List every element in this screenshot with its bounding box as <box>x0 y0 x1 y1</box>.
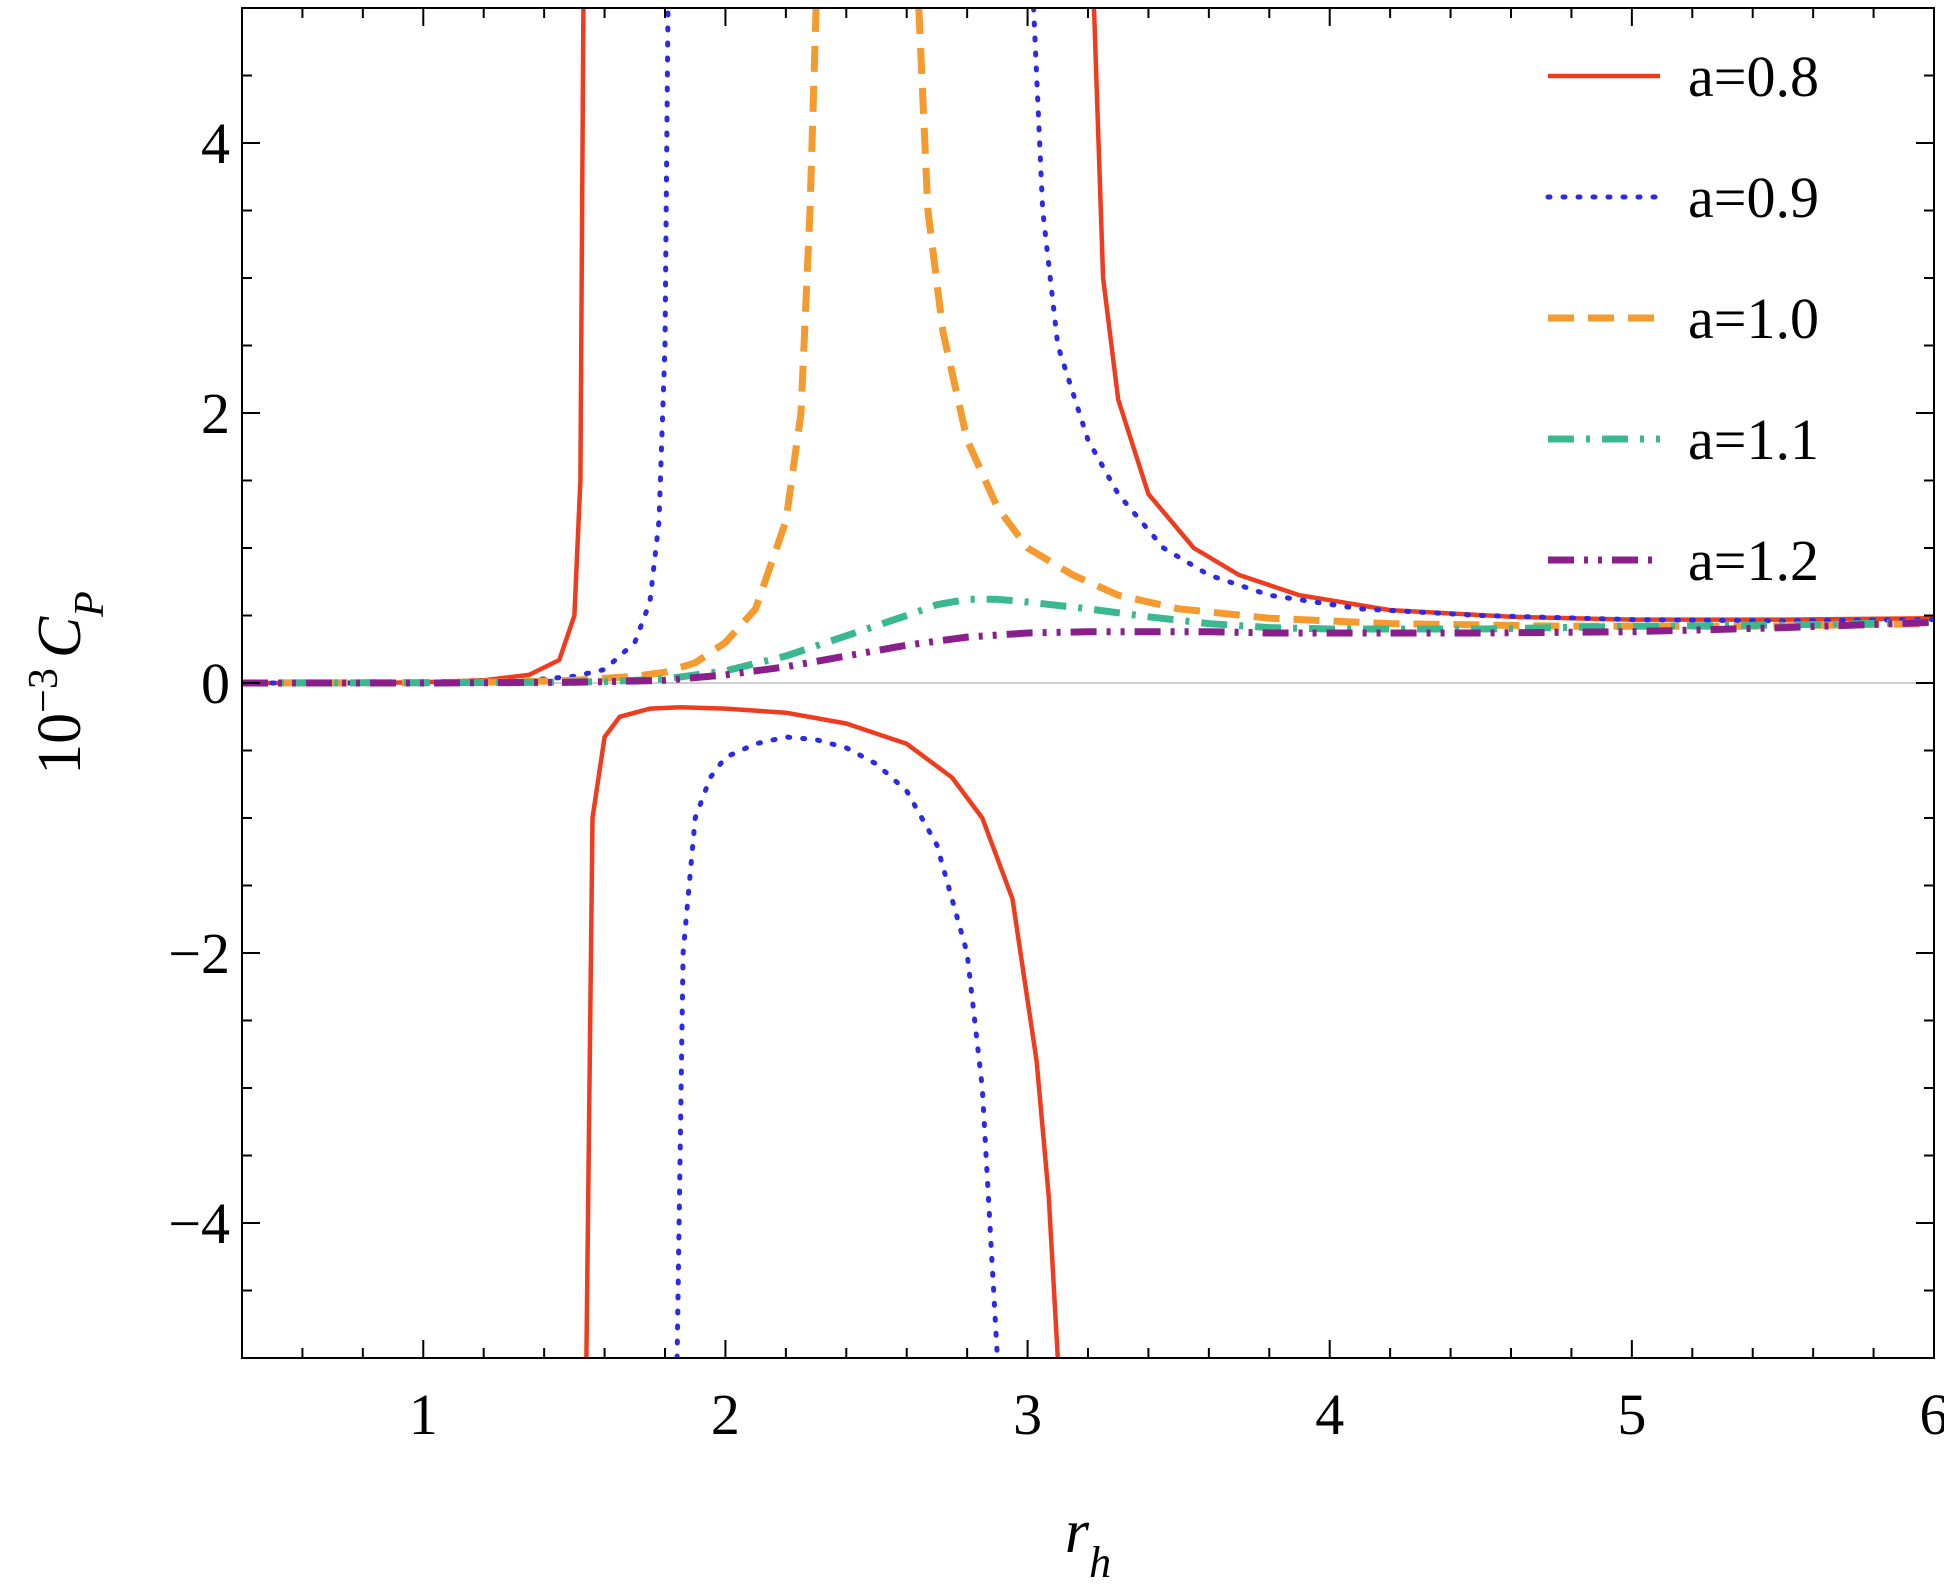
y-tick-label: −4 <box>168 1191 230 1256</box>
legend-label: a=0.9 <box>1688 165 1819 230</box>
x-axis-title-subscript: h <box>1089 1538 1111 1580</box>
x-tick-label: 4 <box>1315 1382 1344 1447</box>
y-axis-title-exponent: −3 <box>21 668 67 713</box>
legend-label: a=1.2 <box>1688 528 1819 593</box>
y-tick-label: −2 <box>168 921 230 986</box>
legend-label: a=0.8 <box>1688 44 1819 109</box>
x-axis-title-main: r <box>1065 1498 1090 1566</box>
x-tick-label: 1 <box>409 1382 438 1447</box>
legend-label: a=1.1 <box>1688 407 1819 472</box>
y-axis-title-variable: C <box>26 616 94 658</box>
x-tick-label: 6 <box>1920 1382 1944 1447</box>
x-tick-label: 2 <box>711 1382 740 1447</box>
y-tick-label: 2 <box>201 381 230 446</box>
y-tick-label: 4 <box>201 111 230 176</box>
y-axis-title-base: 10 <box>26 713 94 775</box>
x-tick-label: 5 <box>1617 1382 1646 1447</box>
x-tick-label: 3 <box>1013 1382 1042 1447</box>
y-axis-title-subscript: P <box>67 591 113 618</box>
legend-label: a=1.0 <box>1688 286 1819 351</box>
y-tick-label: 0 <box>201 651 230 716</box>
